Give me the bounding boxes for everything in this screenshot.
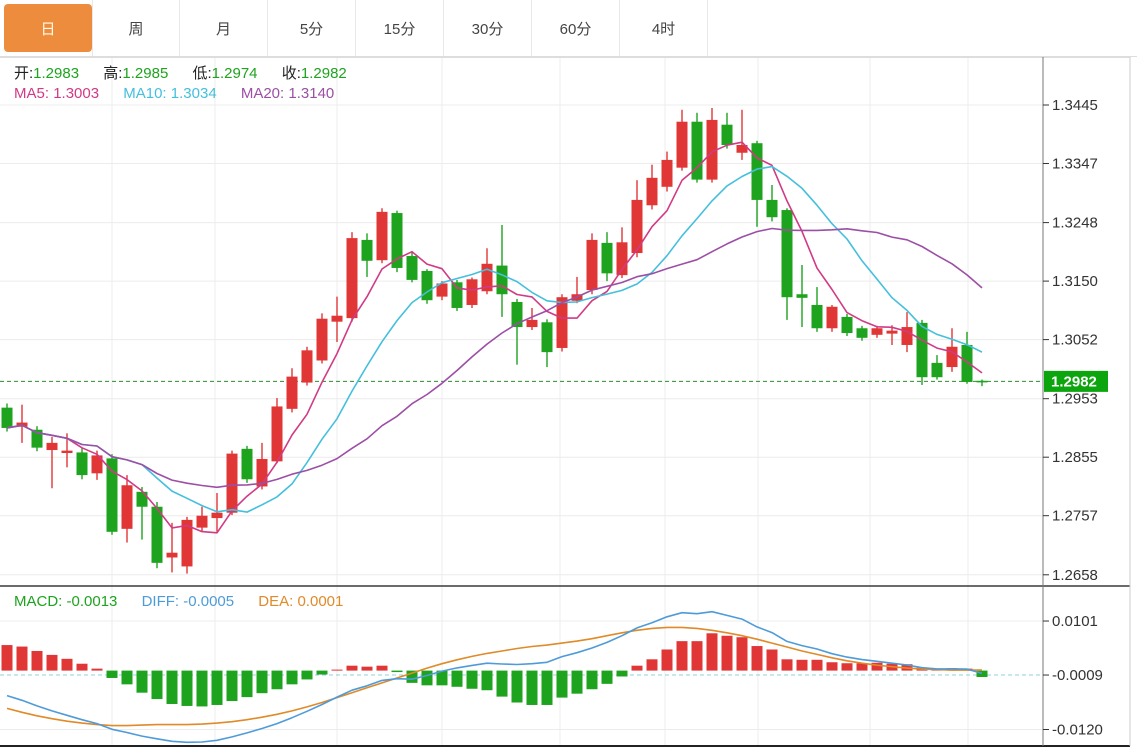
tabbar-filler — [708, 0, 1137, 56]
tab-15min[interactable]: 15分 — [356, 0, 444, 56]
tab-5min[interactable]: 5分 — [268, 0, 356, 56]
tab-30min[interactable]: 30分 — [444, 0, 532, 56]
svg-text:1.3347: 1.3347 — [1052, 156, 1098, 173]
svg-text:1.2855: 1.2855 — [1052, 449, 1098, 466]
candlestick-chart[interactable]: 1.3445 1.3347 1.3248 1.3150 1.3052 1.2953 1.28… — [0, 57, 1137, 755]
svg-text:-0.0120: -0.0120 — [1052, 722, 1103, 739]
tab-month[interactable]: 月 — [180, 0, 268, 56]
svg-text:1.3150: 1.3150 — [1052, 273, 1098, 290]
svg-text:1.2757: 1.2757 — [1052, 508, 1098, 525]
svg-text:0.0101: 0.0101 — [1052, 613, 1098, 630]
svg-text:1.3445: 1.3445 — [1052, 97, 1098, 114]
svg-text:1.2658: 1.2658 — [1052, 567, 1098, 584]
tab-day[interactable]: 日 — [4, 4, 92, 52]
svg-text:1.3248: 1.3248 — [1052, 215, 1098, 232]
svg-text:-0.0009: -0.0009 — [1052, 667, 1103, 684]
tab-60min[interactable]: 60分 — [532, 0, 620, 56]
svg-text:1.3052: 1.3052 — [1052, 332, 1098, 349]
tab-4hour[interactable]: 4时 — [620, 0, 708, 56]
tab-week[interactable]: 周 — [92, 0, 180, 56]
svg-text:1.2982: 1.2982 — [1051, 373, 1097, 390]
svg-text:1.2953: 1.2953 — [1052, 391, 1098, 408]
timeframe-tabbar: 日 周 月 5分 15分 30分 60分 4时 — [0, 0, 1137, 57]
chart-canvas[interactable]: 1.3445 1.3347 1.3248 1.3150 1.3052 1.2953 1.28… — [0, 57, 1137, 755]
